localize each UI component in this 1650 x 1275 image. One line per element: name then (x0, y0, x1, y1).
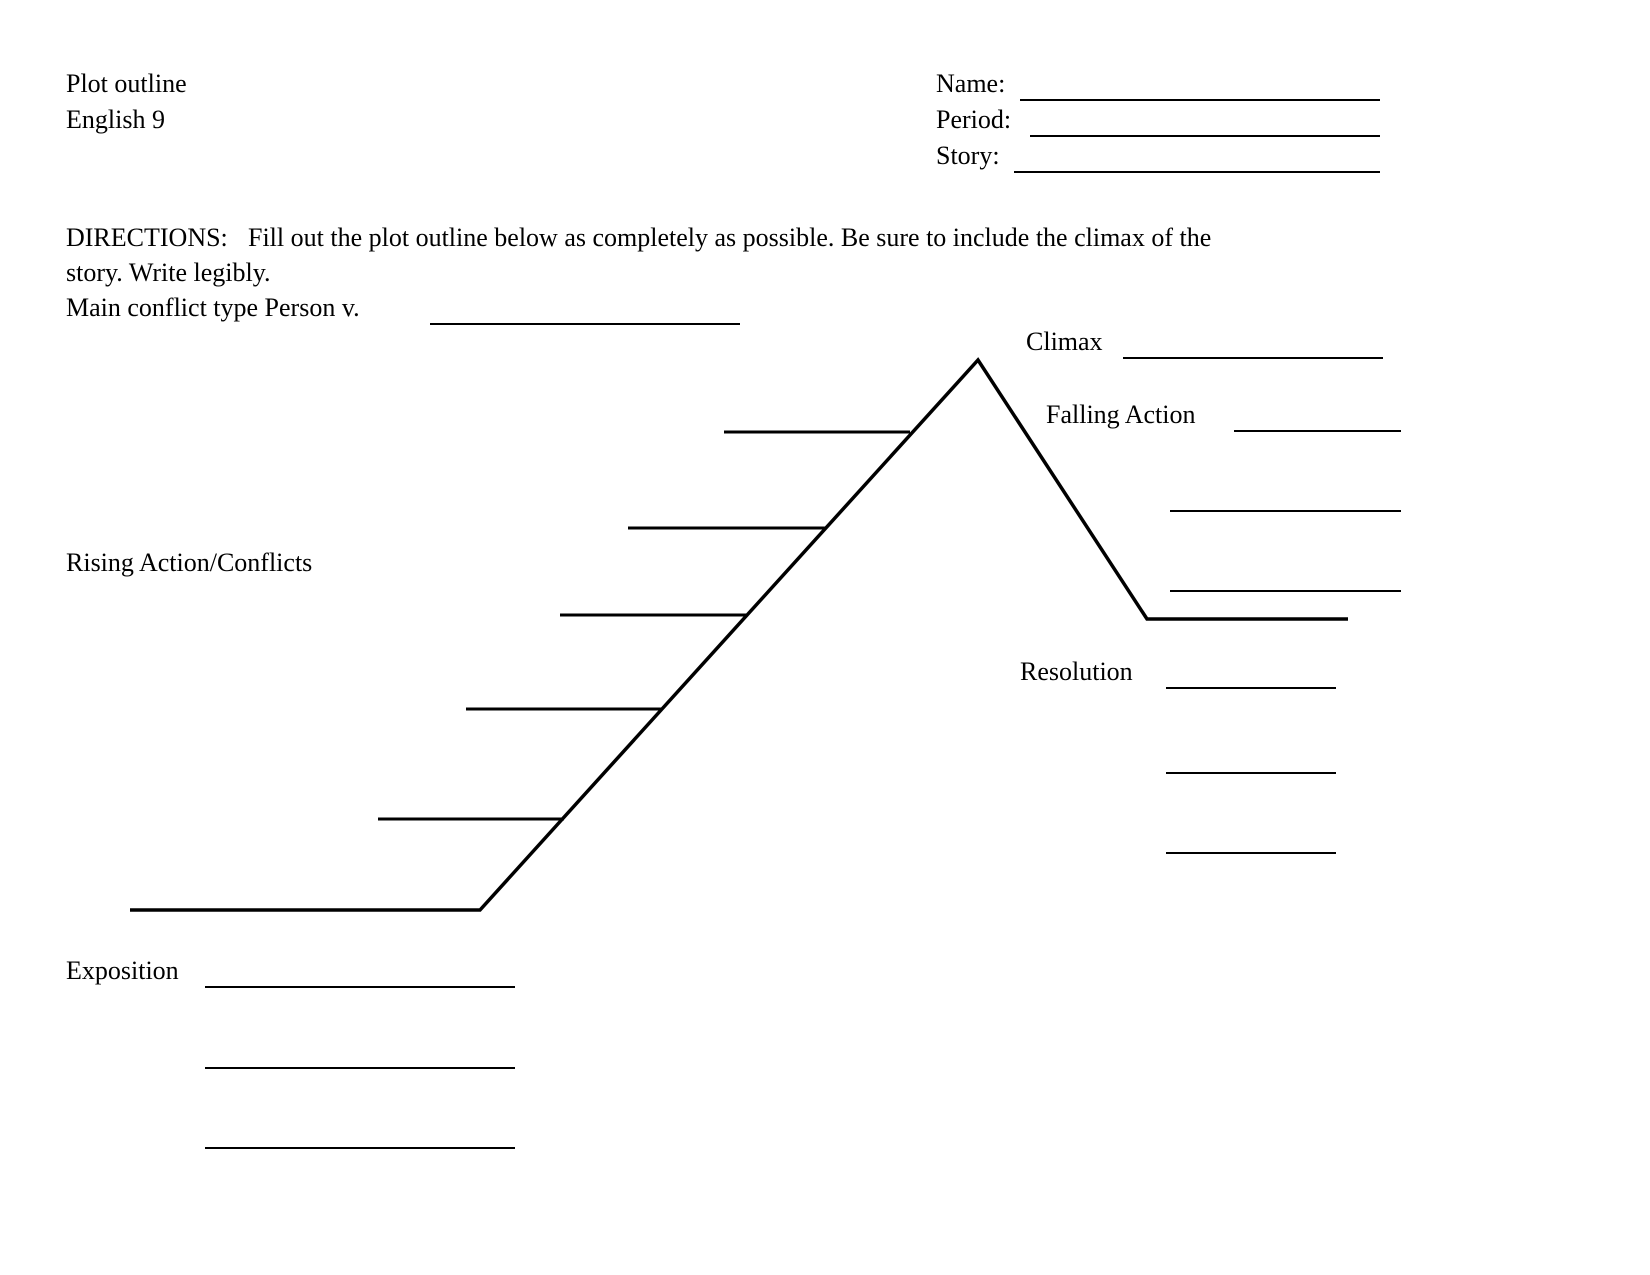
climax-label: Climax (1026, 327, 1103, 357)
plot-diagram-svg (0, 0, 1650, 1275)
resolution-blank-3 (1166, 852, 1336, 854)
rising-action-label: Rising Action/Conflicts (66, 548, 312, 578)
exposition-blank-2 (205, 1067, 515, 1069)
exposition-blank-3 (205, 1147, 515, 1149)
falling-action-blank-3 (1170, 590, 1401, 592)
resolution-label: Resolution (1020, 657, 1133, 687)
falling-action-blank-2 (1170, 510, 1401, 512)
exposition-blank-1 (205, 986, 515, 988)
resolution-blank-2 (1166, 772, 1336, 774)
plot-polyline (130, 360, 1348, 910)
falling-action-blank-1 (1234, 430, 1401, 432)
exposition-label: Exposition (66, 956, 179, 986)
climax-blank-1 (1123, 357, 1383, 359)
falling-action-label: Falling Action (1046, 400, 1196, 430)
resolution-blank-1 (1166, 687, 1336, 689)
